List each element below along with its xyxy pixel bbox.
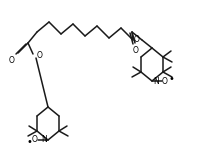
Text: O: O: [37, 51, 43, 61]
Text: O: O: [32, 135, 38, 144]
Text: O: O: [161, 76, 167, 85]
Text: O: O: [132, 46, 138, 55]
Text: O: O: [133, 34, 139, 43]
Text: •: •: [167, 74, 173, 84]
Text: O: O: [9, 56, 15, 65]
Text: N: N: [41, 135, 47, 144]
Text: •: •: [26, 137, 32, 147]
Text: N: N: [152, 76, 158, 85]
